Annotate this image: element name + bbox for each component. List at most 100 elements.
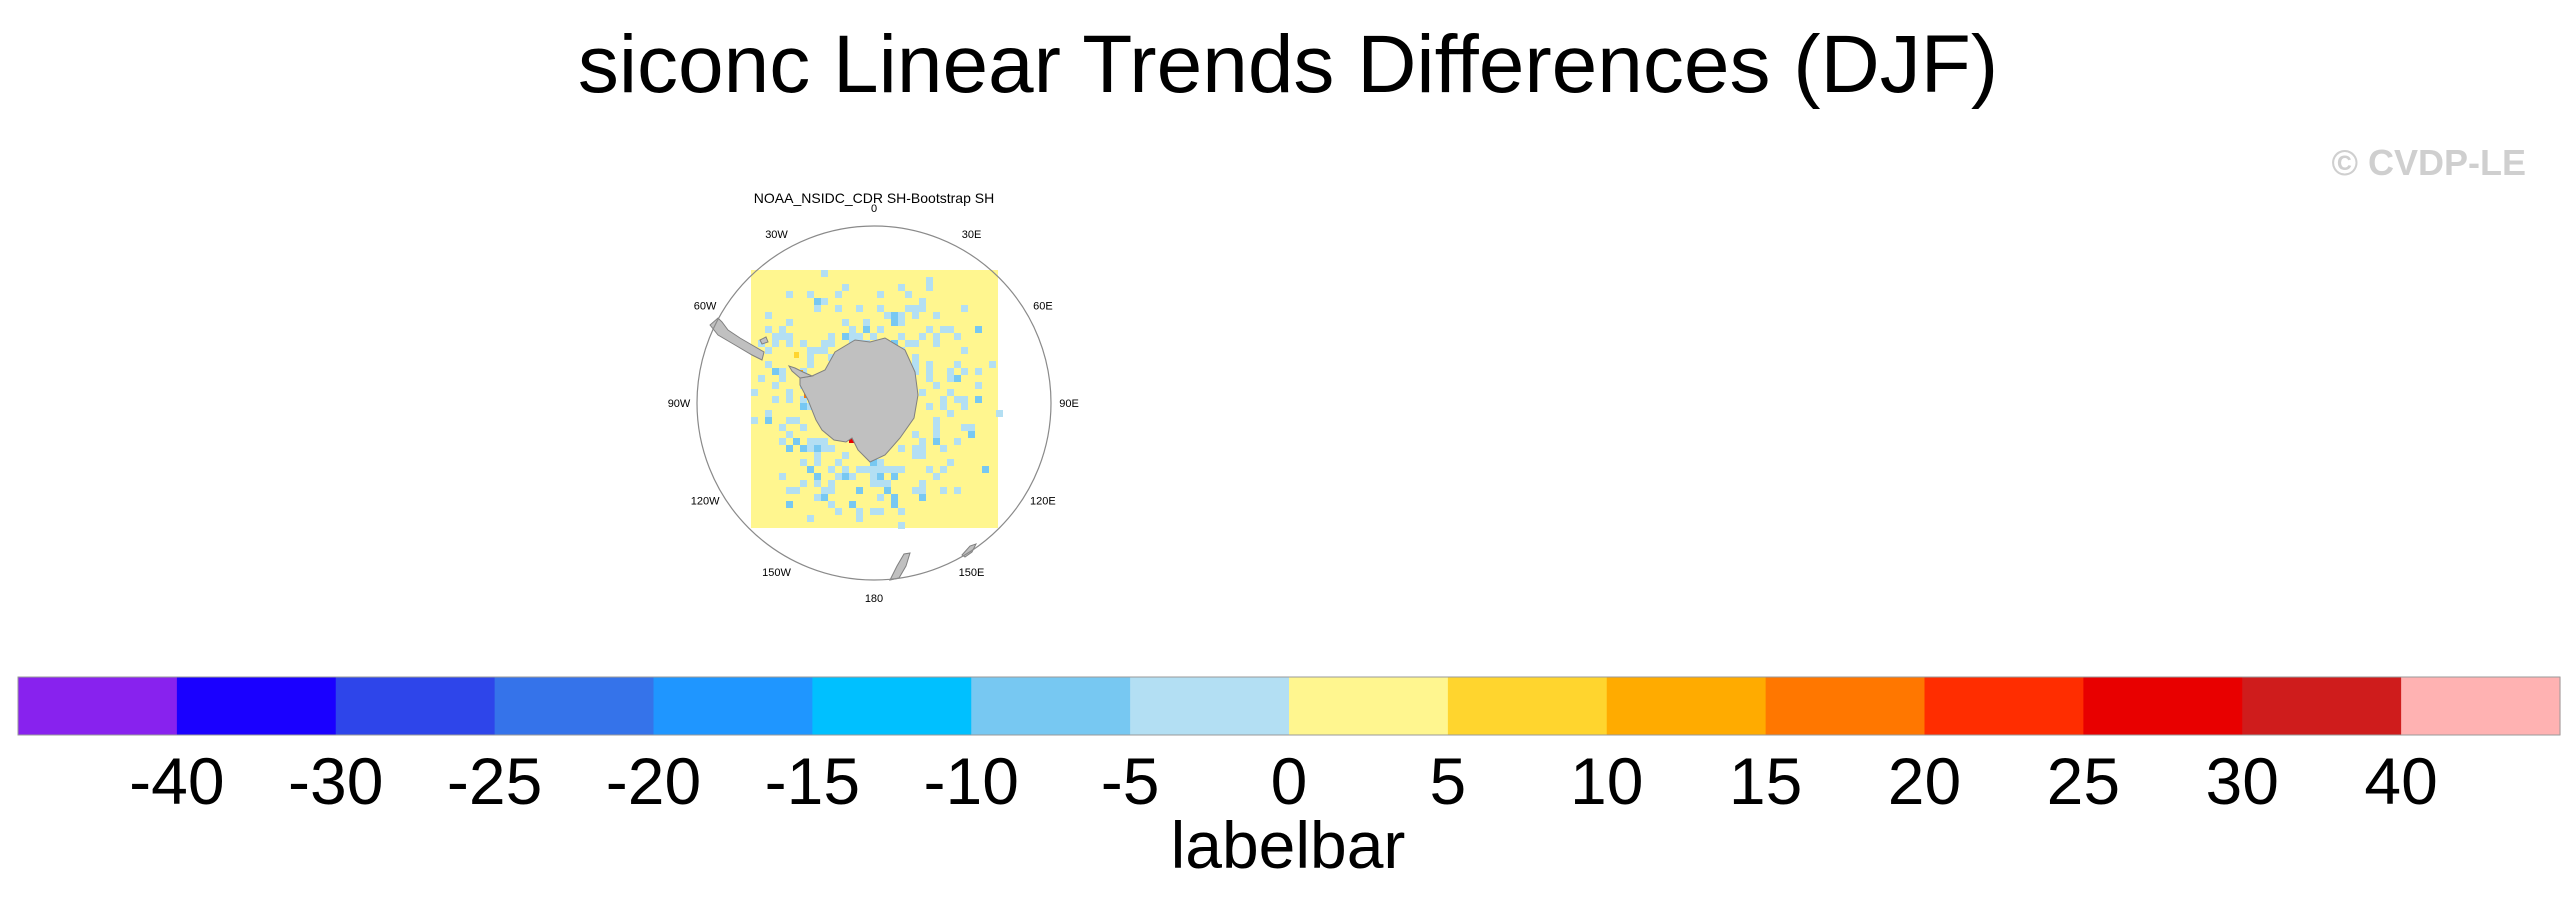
colorbar-box [1447,677,1608,735]
trend-cell [898,445,905,452]
trend-cell [814,480,821,487]
trend-cell [779,333,786,340]
trend-cell [919,445,926,452]
trend-cell [800,396,807,403]
trend-cell [898,319,905,326]
trend-cell [814,473,821,480]
trend-cell [842,284,849,291]
trend-cell [772,333,779,340]
trend-cell [905,291,912,298]
trend-cell [933,382,940,389]
colorbar-box [812,677,972,735]
trend-cell [779,438,786,445]
trend-cell [828,480,835,487]
trend-cell [821,494,828,501]
colorbar-box [1606,677,1767,735]
trend-cell [800,445,807,452]
trend-cell [912,305,919,312]
trend-cell [884,312,891,319]
trend-cell [765,361,772,368]
colorbar-tick-label: 0 [1271,744,1308,818]
trend-cell [947,326,954,333]
trend-cell [905,305,912,312]
trend-cell [891,473,898,480]
trend-cell [821,438,828,445]
trend-cell [954,361,961,368]
trend-cell [828,501,835,508]
trend-cell [933,424,940,431]
trend-cell [884,480,891,487]
trend-cell [821,487,828,494]
longitude-label: 30W [765,229,788,241]
trend-cell [835,291,842,298]
trend-cell [863,466,870,473]
trend-cell [926,375,933,382]
trend-cell [954,375,961,382]
colorbar-tick-labels: -40 -30 -25 -20 -15 -10 -5 0 5 10 15 20 25 30 40 [129,744,2438,818]
trend-cell [954,438,961,445]
trend-cell [919,438,926,445]
trend-cell [786,340,793,347]
trend-cell [856,487,863,494]
trend-cell [912,487,919,494]
trend-cell [989,361,996,368]
trend-cell [786,396,793,403]
colorbar-tick-label: 25 [2047,744,2120,818]
trend-cell [821,445,828,452]
trend-cell [765,312,772,319]
trend-cell [975,382,982,389]
colorbar-box [2242,677,2402,735]
trend-cell [793,487,800,494]
trend-cell [856,305,863,312]
trend-cell [751,417,758,424]
trend-cell [758,375,765,382]
colorbar-box [1765,677,1926,735]
trend-cell [919,480,926,487]
colorbar-boxes [17,676,2561,736]
trend-cell [807,515,814,522]
trend-cell [933,417,940,424]
trend-cell [961,347,968,354]
trend-cell [794,352,799,358]
trend-cell [807,361,814,368]
trend-cell [821,340,828,347]
trend-cell [779,424,786,431]
trend-cell [779,326,786,333]
trend-cell [821,270,828,277]
trend-cell [926,277,933,284]
trend-cell [842,473,849,480]
colorbar-tick-label: -25 [447,744,542,818]
trend-cell [877,473,884,480]
colorbar-tick-label: -15 [765,744,860,818]
trend-cell [947,368,954,375]
trend-cell [954,487,961,494]
trend-cell [779,473,786,480]
trend-cell [996,410,1003,417]
trend-cell [793,417,800,424]
colorbar-tick-label: -30 [288,744,383,818]
trend-cell [821,298,828,305]
trend-cell [933,340,940,347]
colorbar-box [2083,677,2243,735]
map-panel: NOAA_NSIDC_CDR SH-Bootstrap SH 0 30E 60E 90… [668,190,1079,605]
colorbar-box [176,677,337,735]
colorbar-box [335,677,496,735]
trend-cell [842,452,849,459]
trend-cell [954,396,961,403]
antarctica-landmass [799,337,919,463]
trend-cell [898,466,905,473]
trend-cell [786,389,793,396]
trend-cell [849,473,856,480]
colorbar-label: labelbar [1171,808,1406,882]
colorbar-box [971,677,1131,735]
trend-cell [828,333,835,340]
trend-cell [926,326,933,333]
trend-cell [786,417,793,424]
colorbar-box [1130,677,1290,735]
colorbar-tick-label: -10 [924,744,1019,818]
trend-cell [919,333,926,340]
trend-cell [863,326,870,333]
trend-cell [954,333,961,340]
trend-cell [828,487,835,494]
trend-cell [786,487,793,494]
